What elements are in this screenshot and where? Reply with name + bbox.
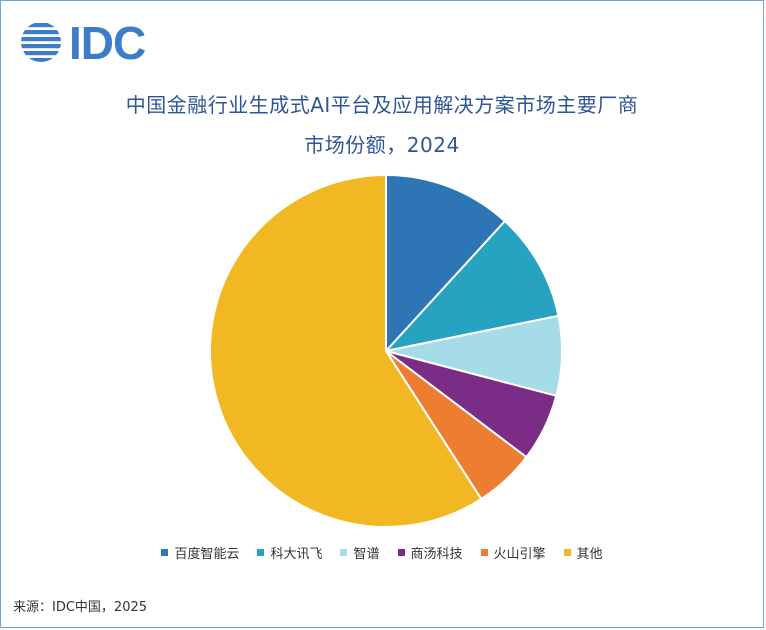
pie-slice-1 bbox=[383, 219, 560, 353]
legend-item-3: 商汤科技 bbox=[397, 543, 463, 562]
chart-title-line-1: 中国金融行业生成式AI平台及应用解决方案市场主要厂商 bbox=[125, 93, 639, 117]
legend-swatch-5 bbox=[563, 549, 571, 556]
legend-label-5: 其他 bbox=[576, 547, 603, 562]
legend-label-0: 百度智能云 bbox=[174, 547, 240, 562]
legend-label-4: 火山引擎 bbox=[493, 547, 546, 562]
legend-item-4: 火山引擎 bbox=[480, 543, 546, 562]
legend-swatch-3 bbox=[397, 549, 405, 556]
idc-logo-graphic: IDC bbox=[21, 17, 146, 67]
legend-swatch-0 bbox=[161, 549, 169, 556]
chart-legend: 百度智能云 科大讯飞 智谱 商汤科技 火山引擎 其他 bbox=[1, 543, 763, 562]
pie-slice-5 bbox=[209, 173, 483, 528]
legend-label-3: 商汤科技 bbox=[410, 547, 463, 562]
idc-logo-text: IDC bbox=[69, 17, 145, 67]
pie-chart bbox=[209, 173, 563, 528]
legend-label-1: 科大讯飞 bbox=[270, 547, 323, 562]
source-note: 来源：IDC中国，2025 bbox=[13, 600, 148, 615]
legend-label-2: 智谱 bbox=[353, 547, 380, 562]
legend-item-0: 百度智能云 bbox=[161, 543, 239, 562]
legend-swatch-2 bbox=[340, 549, 348, 556]
idc-logo: IDC bbox=[19, 17, 164, 67]
legend-item-2: 智谱 bbox=[340, 543, 380, 562]
pie-slice-0 bbox=[385, 173, 507, 354]
legend-item-5: 其他 bbox=[563, 543, 603, 562]
chart-title-line-2: 市场份额，2024 bbox=[304, 133, 460, 157]
legend-swatch-1 bbox=[257, 549, 265, 556]
legend-swatch-4 bbox=[480, 549, 488, 556]
legend-item-1: 科大讯飞 bbox=[257, 543, 322, 562]
